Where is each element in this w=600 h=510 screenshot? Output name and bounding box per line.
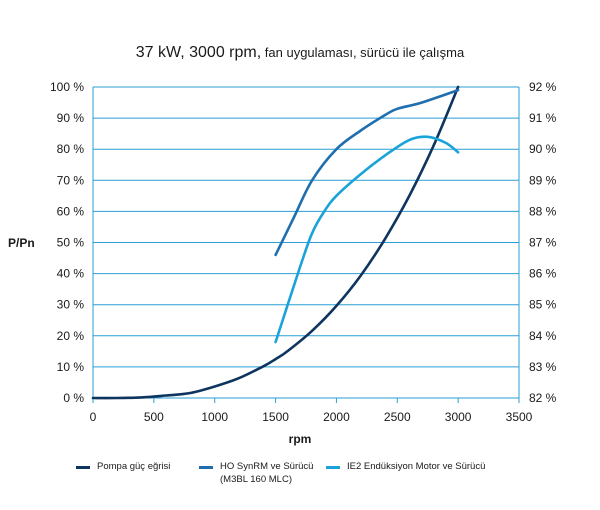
y-right-tick-label: 88 % [529,204,557,218]
legend-label-pump: Pompa güç eğrisi [97,461,171,472]
x-tick-label: 1500 [262,410,289,424]
legend-label-synrm-model: (M3BL 160 MLC) [220,474,292,485]
legend-label-synrm: HO SynRM ve Sürücü [220,461,314,472]
y-right-tick-label: 90 % [529,142,557,156]
y-left-tick-label: 70 % [57,173,85,187]
chart-title-sub: fan uygulaması, sürücü ile çalışma [264,45,465,60]
legend-swatch-synrm [199,466,213,469]
y-left-tick-label: 100 % [50,80,84,94]
x-tick-label: 3000 [445,410,472,424]
x-axis-label: rpm [288,432,312,446]
x-tick-label: 2500 [384,410,411,424]
y-left-tick-label: 10 % [57,360,85,374]
y-axis-left-label: P/Pn [8,236,35,250]
y-right-tick-label: 82 % [529,391,557,405]
series-line-ho-synrm [274,88,460,257]
y-right-tick-label: 91 % [529,111,557,125]
y-right-tick-label: 84 % [529,329,557,343]
y-left-tick-label: 50 % [57,236,85,250]
y-right-tick-label: 83 % [529,360,557,374]
legend-swatch-ie2 [326,466,340,469]
y-left-tick-label: 0 % [63,391,84,405]
y-left-tick-label: 40 % [57,267,85,281]
y-left-tick-label: 30 % [57,298,85,312]
y-left-tick-label: 60 % [57,204,85,218]
x-tick-label: 1000 [201,410,228,424]
y-left-tick-label: 90 % [57,111,85,125]
y-right-tick-label: 89 % [529,173,557,187]
y-right-tick-label: 85 % [529,298,557,312]
x-tick-label: 0 [90,410,97,424]
y-left-tick-label: 20 % [57,329,85,343]
y-right-tick-label: 92 % [529,80,557,94]
y-right-tick-label: 86 % [529,267,557,281]
legend-swatch-pump [76,466,90,469]
x-tick-label: 500 [144,410,164,424]
y-right-tick-label: 87 % [529,236,557,250]
chart-title: 37 kW, 3000 rpm, fan uygulaması, sürücü … [0,44,600,62]
y-left-tick-label: 80 % [57,142,85,156]
chart-title-main: 37 kW, 3000 rpm, [135,44,262,61]
legend-label-ie2: IE2 Endüksiyon Motor ve Sürücü [347,461,486,472]
series-line-ie2-induction [274,135,460,344]
x-tick-label: 2000 [323,410,350,424]
series-line-pump-power [91,85,460,400]
x-tick-label: 3500 [506,410,533,424]
